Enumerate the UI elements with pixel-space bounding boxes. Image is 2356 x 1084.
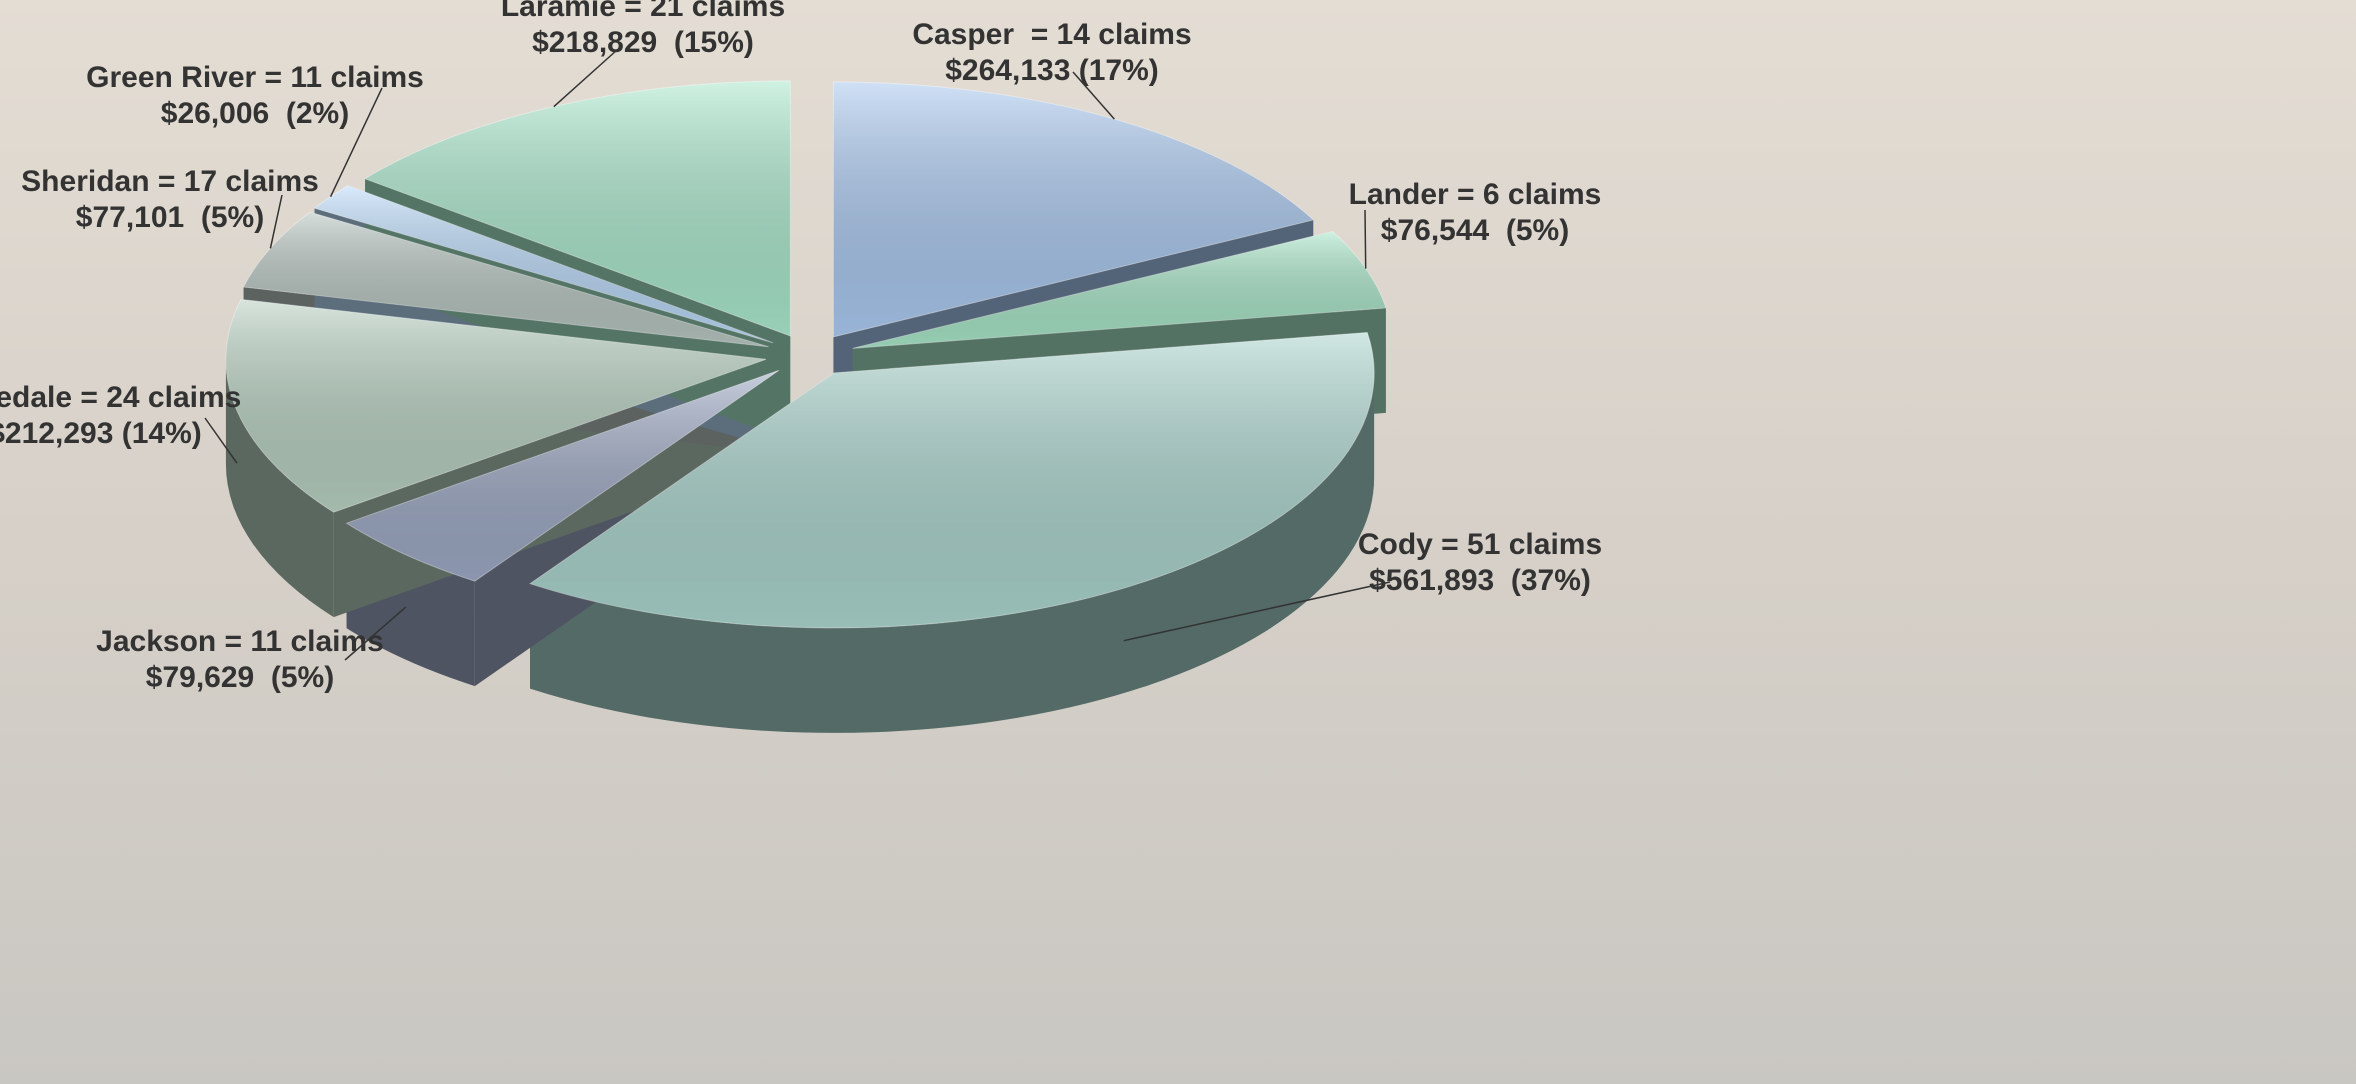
value-label: $264,133 (17%) (945, 54, 1159, 87)
leader-line (553, 49, 618, 108)
value-label: $76,544 (5%) (1381, 214, 1569, 247)
value-label: $26,006 (2%) (161, 97, 349, 130)
slice-label: Sheridan = 17 claims (21, 165, 319, 198)
leader-line (344, 606, 407, 661)
leader-line (204, 417, 238, 464)
value-label: $218,829 (15%) (532, 26, 754, 59)
value-label: $561,893 (37%) (1369, 564, 1591, 597)
slice-label: Jackson = 11 claims (96, 625, 384, 658)
slice-side (530, 372, 1375, 733)
slice-label: Laramie = 21 claims (501, 0, 785, 23)
value-label: $77,101 (5%) (76, 201, 264, 234)
leader-line (1364, 209, 1367, 269)
slice-label: Casper = 14 claims (912, 18, 1191, 51)
slice-label: Green River = 11 claims (86, 61, 424, 94)
leader-line (1072, 71, 1115, 120)
value-label: $79,629 (5%) (146, 661, 334, 694)
slice-label: Cody = 51 claims (1358, 528, 1602, 561)
value-label: $212,293 (14%) (0, 417, 202, 450)
leader-line (269, 194, 283, 249)
leader-line (329, 87, 383, 198)
slice-label: Pinedale = 24 claims (0, 381, 241, 414)
leader-line (1123, 581, 1391, 642)
slice-label: Lander = 6 claims (1349, 178, 1602, 211)
